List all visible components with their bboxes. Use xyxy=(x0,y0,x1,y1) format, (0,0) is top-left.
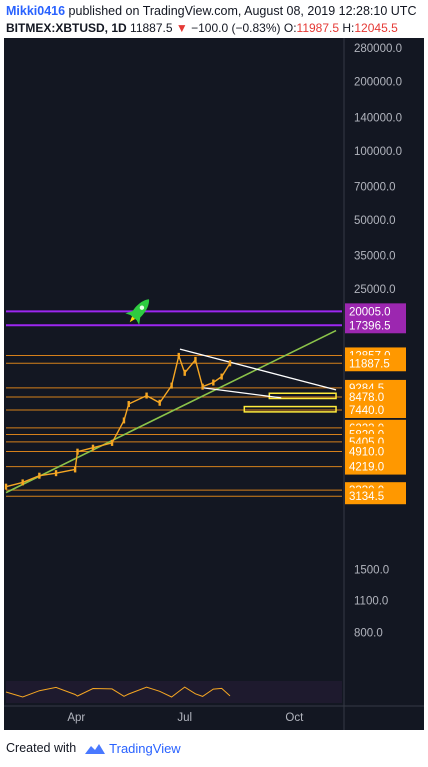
price-label-text: 8478.0 xyxy=(349,392,384,404)
chart-header: Mikki0416 published on TradingView.com, … xyxy=(0,0,428,38)
created-with-text: Created with xyxy=(6,741,77,755)
price-change: −100.0 (−0.83%) xyxy=(191,21,281,35)
price-tick-label: 35000.0 xyxy=(354,251,396,263)
price-tick-label: 140000.0 xyxy=(354,112,402,124)
price-label-badge xyxy=(345,488,406,505)
price-label-badge xyxy=(345,458,406,475)
price-tick-label: 50000.0 xyxy=(354,215,396,227)
price-label-text: 17396.5 xyxy=(349,320,391,332)
price-candle xyxy=(183,369,186,376)
symbol-info: BITMEX:XBTUSD, 1D 11887.5 ▼ −100.0 (−0.8… xyxy=(6,21,398,35)
price-label-text: 3134.5 xyxy=(349,491,384,503)
price-candle xyxy=(91,444,95,451)
price-label-badge xyxy=(345,388,406,405)
price-candle xyxy=(220,373,223,380)
price-candle xyxy=(170,382,173,389)
price-label-badge xyxy=(345,443,406,460)
rocket-icon xyxy=(125,299,150,325)
time-tick-label: Apr xyxy=(67,712,85,724)
publish-info: Mikki0416 published on TradingView.com, … xyxy=(6,4,416,18)
price-tick-label: 1500.0 xyxy=(354,565,389,577)
down-arrow-icon: ▼ xyxy=(175,21,188,35)
price-tick-label: 800.0 xyxy=(354,627,383,639)
price-candle xyxy=(145,392,148,399)
price-candle xyxy=(201,383,204,390)
price-candle xyxy=(110,439,114,446)
wedge-upper-line xyxy=(179,348,337,391)
price-label-badge xyxy=(345,317,406,334)
price-candle xyxy=(212,379,215,386)
oscillator-series xyxy=(5,686,231,698)
price-candle xyxy=(4,483,8,490)
price-tick-label: 70000.0 xyxy=(354,181,396,193)
open-value: 11987.5 xyxy=(296,21,340,35)
price-candle xyxy=(38,472,41,479)
price-tick-label: 100000.0 xyxy=(354,146,402,158)
author-link[interactable]: Mikki0416 xyxy=(6,4,66,18)
price-candle xyxy=(54,470,58,477)
open-label: O: xyxy=(283,21,297,35)
drawn-lines xyxy=(5,329,337,494)
oscillator-line xyxy=(5,686,231,698)
price-series xyxy=(4,352,232,490)
price-candle xyxy=(73,466,77,473)
oscillator-panel xyxy=(6,681,342,703)
price-tick-label: 280000.0 xyxy=(354,43,402,55)
price-candle xyxy=(21,479,24,486)
price-chart[interactable]: 280000.0 200000.0 140000.0 100000.0 70000.0 5… xyxy=(4,38,424,730)
time-axis-ticks: Apr Jul Oct xyxy=(67,712,304,724)
price-label-text: 20005.0 xyxy=(349,306,391,318)
time-tick-label: Oct xyxy=(285,712,304,724)
footer: Created with TradingView xyxy=(6,741,181,756)
price-label-badge xyxy=(345,402,406,419)
price-tick-label: 25000.0 xyxy=(354,284,396,296)
price-label-text: 7440.0 xyxy=(349,405,384,417)
price-label-text: 11887.5 xyxy=(349,358,390,370)
time-tick-label: Jul xyxy=(177,712,192,724)
price-label-badge xyxy=(345,355,406,372)
last-price: 11887.5 xyxy=(130,21,173,35)
price-candle xyxy=(76,448,79,455)
price-candle xyxy=(158,399,161,406)
published-text: published on TradingView.com, August 08,… xyxy=(65,4,417,18)
high-label: H: xyxy=(342,21,355,35)
price-tick-label: 200000.0 xyxy=(354,77,402,89)
high-value: 12045.5 xyxy=(354,21,398,35)
price-label-text: 4910.0 xyxy=(349,446,384,458)
symbol-label: BITMEX:XBTUSD, 1D xyxy=(6,21,127,35)
price-candle xyxy=(122,417,126,424)
price-label-badge xyxy=(345,303,406,320)
price-tick-label: 1100.0 xyxy=(354,596,388,608)
price-label-text: 4219.0 xyxy=(349,462,384,474)
price-candle xyxy=(194,356,197,363)
target-zone xyxy=(243,405,337,413)
tradingview-brand[interactable]: TradingView xyxy=(109,741,181,757)
price-axis-ticks: 280000.0 200000.0 140000.0 100000.0 70000.0 5… xyxy=(354,43,402,639)
price-levels xyxy=(6,310,342,497)
trendline xyxy=(5,329,337,494)
price-candle xyxy=(228,360,232,367)
tradingview-logo-icon[interactable] xyxy=(84,742,106,756)
price-candle xyxy=(177,352,180,359)
wedge-lower-line xyxy=(202,387,282,399)
price-axis-labels: 20005.017396.512857.011887.59284.58478.0… xyxy=(345,303,406,505)
price-candle xyxy=(127,401,130,408)
price-line xyxy=(5,353,231,488)
